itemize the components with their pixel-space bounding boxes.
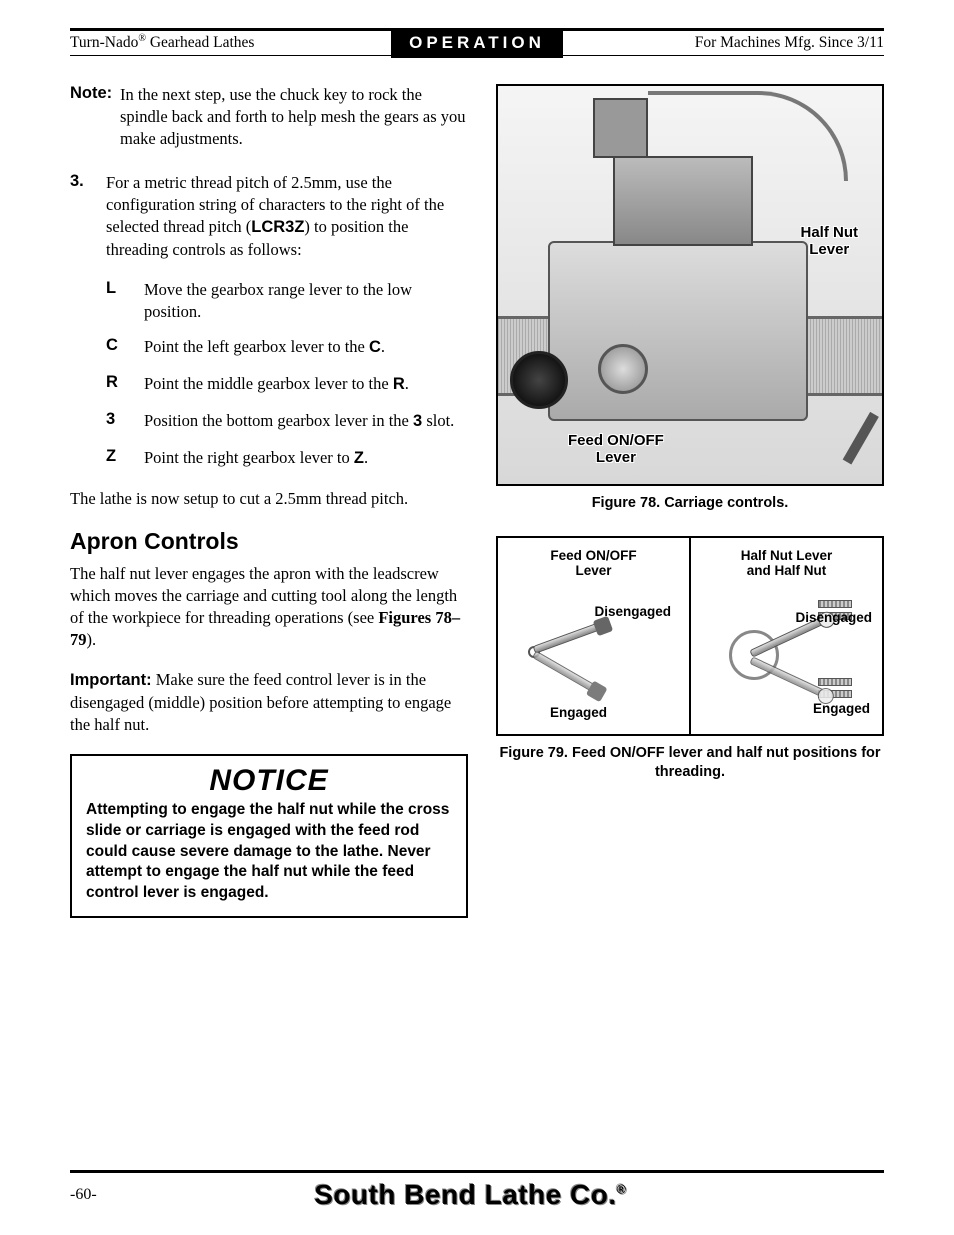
callout-half-nut: Half Nut Lever xyxy=(801,224,859,259)
figure-78: Half Nut Lever Feed ON/OFF Lever xyxy=(496,84,884,486)
sub-text: Move the gearbox range lever to the low … xyxy=(144,279,468,323)
page-header: Turn-Nado® Gearhead Lathes OPERATION For… xyxy=(70,28,884,56)
step-number: 3. xyxy=(70,172,106,261)
label-disengaged: Disengaged xyxy=(594,604,671,619)
sub-text: Point the middle gearbox lever to the R. xyxy=(144,373,409,396)
notice-title: NOTICE xyxy=(86,764,452,798)
sub-L: L Move the gearbox range lever to the lo… xyxy=(106,279,468,323)
notice-body: Attempting to engage the half nut while … xyxy=(86,800,452,905)
step3-code: LCR3Z xyxy=(251,218,304,236)
label-engaged: Engaged xyxy=(550,705,607,720)
fig79-left-title-l1: Feed ON/OFF xyxy=(550,548,636,563)
notice-box: NOTICE Attempting to engage the half nut… xyxy=(70,754,468,919)
left-column: Note: In the next step, use the chuck ke… xyxy=(70,84,468,918)
header-left-prefix: Turn-Nado xyxy=(70,35,138,52)
sub-text: Point the left gearbox lever to the C. xyxy=(144,336,385,359)
step-text: For a metric thread pitch of 2.5mm, use … xyxy=(106,172,468,261)
apron-important: Important: Make sure the feed control le… xyxy=(70,669,468,736)
label-disengaged: Disengaged xyxy=(795,610,872,625)
sub-key: 3 xyxy=(106,410,144,433)
header-revision: For Machines Mfg. Since 3/11 xyxy=(563,34,884,52)
figure-79: Feed ON/OFF Lever Disengaged Engaged Hal… xyxy=(496,536,884,736)
note-text: In the next step, use the chuck key to r… xyxy=(120,84,468,150)
sub-R: R Point the middle gearbox lever to the … xyxy=(106,373,468,396)
header-section-title: OPERATION xyxy=(391,28,563,58)
sub-Z: Z Point the right gearbox lever to Z. xyxy=(106,447,468,470)
page-footer: -60- South Bend Lathe Co.® xyxy=(70,1170,884,1211)
brand-name: South Bend Lathe Co.® xyxy=(97,1179,844,1211)
registered-mark: ® xyxy=(617,1183,627,1197)
sub-key: L xyxy=(106,279,144,323)
note-label: Note: xyxy=(70,84,120,150)
right-column: Half Nut Lever Feed ON/OFF Lever Figure … xyxy=(496,84,884,918)
apron-heading: Apron Controls xyxy=(70,528,468,555)
sub-text: Point the right gearbox lever to Z. xyxy=(144,447,368,470)
header-product: Turn-Nado® Gearhead Lathes xyxy=(70,33,391,52)
note-block: Note: In the next step, use the chuck ke… xyxy=(70,84,468,150)
config-sublist: L Move the gearbox range lever to the lo… xyxy=(106,279,468,471)
dial-graphic xyxy=(598,344,648,394)
callout-feed-lever: Feed ON/OFF Lever xyxy=(568,432,664,467)
step-3: 3. For a metric thread pitch of 2.5mm, u… xyxy=(70,172,468,261)
figure-79-caption: Figure 79. Feed ON/OFF lever and half nu… xyxy=(496,744,884,783)
page-number: -60- xyxy=(70,1186,97,1204)
handwheel-graphic xyxy=(510,351,568,409)
header-left-suffix: Gearhead Lathes xyxy=(146,35,254,52)
lever-disengaged-graphic xyxy=(533,619,609,653)
halfnut-bar-bot2 xyxy=(818,678,852,686)
fig79-right-title-l2: and Half Nut xyxy=(747,563,827,578)
lathe-carriage-graphic xyxy=(548,241,808,421)
apron-p1: The half nut lever engages the apron wit… xyxy=(70,563,468,651)
sub-key: Z xyxy=(106,447,144,470)
halfnut-bar-top xyxy=(818,600,852,608)
sub-key: C xyxy=(106,336,144,359)
registered-mark: ® xyxy=(138,33,146,44)
lever-engaged-graphic xyxy=(532,650,604,696)
sub-3: 3 Position the bottom gearbox lever in t… xyxy=(106,410,468,433)
lathe-top-graphic xyxy=(593,98,648,158)
sub-key: R xyxy=(106,373,144,396)
sub-C: C Point the left gearbox lever to the C. xyxy=(106,336,468,359)
content-area: Note: In the next step, use the chuck ke… xyxy=(70,84,884,918)
fig79-right-panel: Half Nut Lever and Half Nut Disengaged E… xyxy=(691,538,882,734)
lathe-coolant-arm-graphic xyxy=(648,91,848,181)
sub-text: Position the bottom gearbox lever in the… xyxy=(144,410,454,433)
closing-para: The lathe is now setup to cut a 2.5mm th… xyxy=(70,488,468,510)
fig79-right-title-l1: Half Nut Lever xyxy=(741,548,833,563)
lever-graphic xyxy=(843,412,879,465)
figure-78-caption: Figure 78. Carriage controls. xyxy=(496,494,884,514)
fig79-left-title-l2: Lever xyxy=(575,563,611,578)
fig79-left-panel: Feed ON/OFF Lever Disengaged Engaged xyxy=(498,538,691,734)
label-engaged: Engaged xyxy=(813,701,870,716)
important-label: Important: xyxy=(70,671,152,689)
